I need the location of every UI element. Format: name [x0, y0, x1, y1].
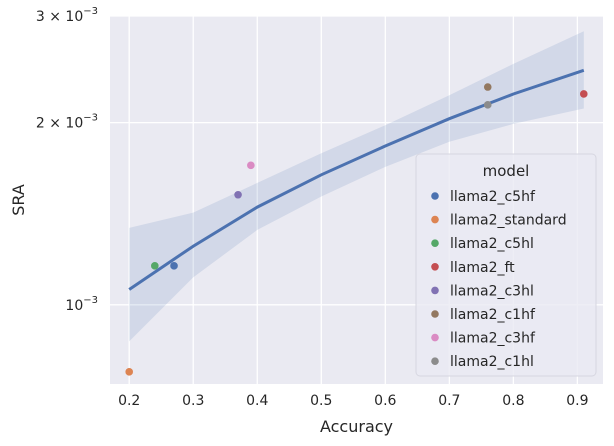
x-tick-label: 0.3: [182, 393, 204, 409]
y-tick-exponent: −3: [83, 6, 98, 17]
legend-marker-llama2-ft: [431, 263, 439, 271]
legend-label: llama2_c3hl: [450, 283, 534, 299]
x-tick-label: 0.2: [118, 393, 140, 409]
y-axis-title: SRA: [9, 184, 28, 216]
data-point-llama2-ft: [579, 90, 588, 98]
y-tick-labels: 10−32 × 10−33 × 10−3: [36, 6, 98, 314]
x-tick-label: 0.9: [566, 393, 588, 409]
legend-box: [415, 153, 597, 377]
regression-line: [128, 68, 585, 291]
y-tick-label: 3 × 10−3: [36, 6, 98, 25]
y-tick-base: 10: [65, 298, 83, 314]
legend-label: llama2_ft: [450, 260, 515, 276]
data-point-llama2-c1hl: [483, 101, 492, 109]
legend-label: llama2_c1hl: [450, 354, 534, 370]
legend-label: llama2_c5hl: [450, 236, 534, 252]
y-tick-label: 2 × 10−3: [36, 113, 98, 132]
grid-lines: [110, 15, 603, 384]
x-tick-label: 0.5: [310, 393, 332, 409]
data-point-llama2-c3hl: [234, 190, 242, 199]
legend-title: model: [483, 162, 530, 180]
legend-marker-llama2-c5hf: [431, 192, 439, 200]
legend: model llama2_c5hf llama2_standard llama2_c5…: [415, 153, 597, 377]
regression-line-group: [128, 68, 585, 291]
legend-label: llama2_standard: [450, 213, 567, 229]
y-tick-multiplier: 2 ×: [36, 116, 66, 132]
y-tick-exponent: −3: [83, 295, 98, 306]
confidence-band-group: [129, 31, 584, 342]
data-point-llama2-c1hf: [483, 83, 492, 91]
y-tick-label: 10−3: [65, 295, 98, 314]
y-tick-base: 10: [65, 9, 83, 25]
legend-marker-llama2-standard: [431, 215, 439, 224]
legend-label: llama2_c5hf: [450, 189, 536, 205]
x-tick-label: 0.4: [246, 393, 268, 409]
data-point-llama2-standard: [125, 368, 134, 376]
legend-marker-llama2-c1hf: [431, 310, 439, 318]
legend-label: llama2_c1hf: [450, 307, 536, 323]
y-tick-exponent: −3: [83, 113, 98, 124]
y-tick-base: 10: [65, 116, 83, 132]
x-tick-labels: 0.2 0.3 0.4 0.5 0.6 0.7 0.8 0.9: [118, 393, 588, 409]
legend-marker-llama2-c5hl: [431, 239, 439, 247]
x-tick-label: 0.7: [438, 393, 460, 409]
x-tick-label: 0.8: [502, 393, 524, 409]
legend-label: llama2_c3hf: [450, 331, 536, 347]
legend-marker-llama2-c3hf: [431, 333, 439, 342]
data-point-llama2-c5hf: [170, 262, 178, 270]
x-tick-label: 0.6: [374, 393, 396, 409]
scatter-points: [125, 83, 588, 376]
legend-marker-llama2-c3hl: [431, 286, 439, 295]
data-point-llama2-c3hf: [247, 161, 255, 170]
y-tick-multiplier: 3 ×: [36, 9, 66, 25]
x-axis-title: Accuracy: [320, 417, 393, 436]
confidence-band: [129, 31, 584, 342]
legend-marker-llama2-c1hl: [431, 357, 439, 366]
data-point-llama2-c5hl: [151, 262, 159, 270]
